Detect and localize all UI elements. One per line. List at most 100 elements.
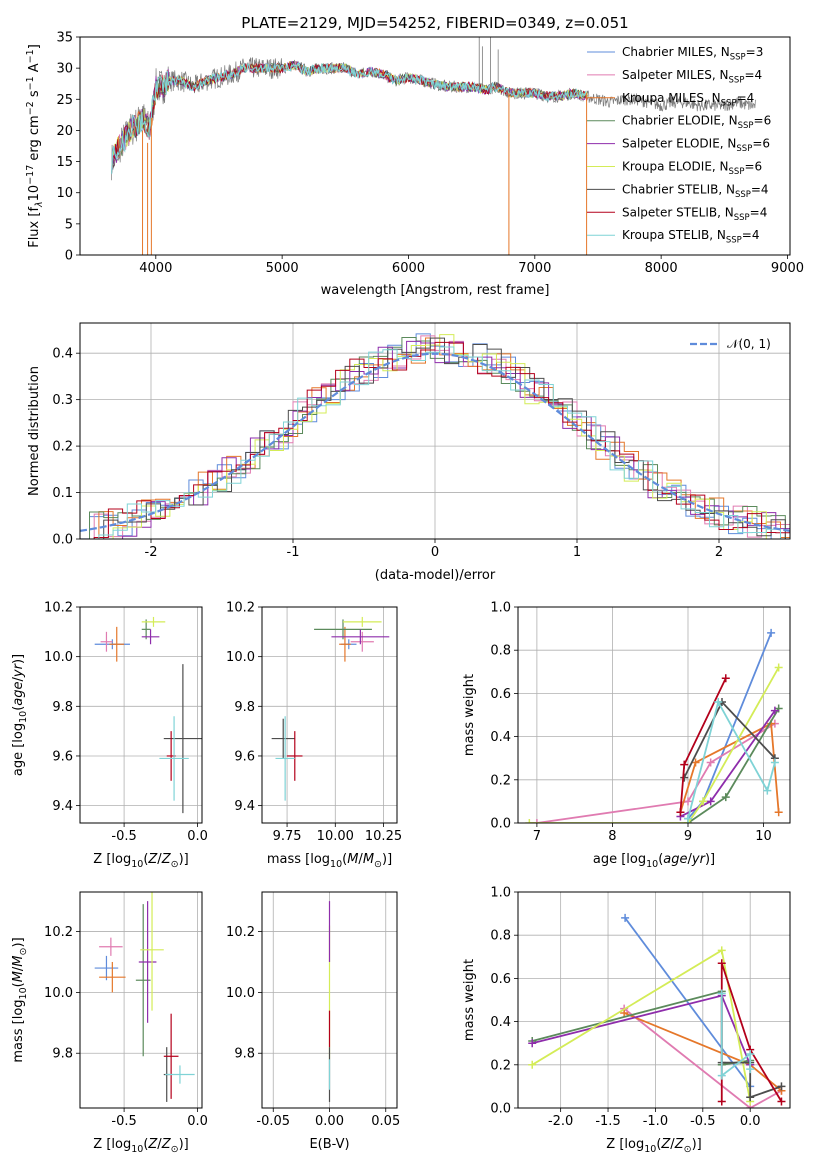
x-tick-label: -0.5	[111, 1114, 136, 1129]
y-tick-label: 0.4	[490, 1015, 511, 1030]
grid	[262, 606, 397, 823]
x-tick-label: -1.5	[595, 1114, 620, 1129]
errorbar-point	[138, 901, 157, 1023]
errorbar-point	[99, 961, 126, 993]
errorbar-point	[94, 955, 119, 981]
series-line	[680, 698, 779, 782]
y-tick-label: 0.2	[490, 1058, 511, 1073]
frame-group: -0.05 0.00 0.05 9.8 10.0 10.2 E(B-V)	[226, 891, 400, 1152]
x-tick-label: 2	[715, 545, 723, 560]
series-marker	[532, 819, 541, 823]
series-path	[623, 1007, 782, 1108]
y-tick-label: 0.2	[490, 773, 511, 788]
series-line	[525, 663, 783, 823]
x-tick-label: -1	[287, 545, 300, 560]
series-marker	[684, 814, 692, 823]
y-axis-label: mass [log10(M/M⊙)]	[11, 937, 29, 1062]
y-tick-label: 10.0	[226, 986, 255, 1001]
y-tick-label: 9.4	[52, 799, 73, 814]
errorbar-point	[141, 629, 160, 645]
plot-area	[528, 913, 786, 1108]
y-tick-label: 0.3	[52, 393, 73, 408]
axes-mass_vs_ebv: -0.05 0.00 0.05 9.8 10.0 10.2 E(B-V)	[226, 891, 400, 1152]
series-path	[531, 990, 751, 1066]
axes-frame	[79, 36, 791, 256]
y-tick-label: 0.8	[490, 929, 511, 944]
frame-group: 4000 5000 6000 7000 8000 9000 0 5 10 15 20 25 30 35 wa…	[25, 31, 804, 299]
series-marker	[721, 793, 730, 802]
histogram-steps	[80, 341, 790, 539]
axes-spectrum: 4000 5000 6000 7000 8000 9000 0 5 10 15 20 25 30 35 wa…	[25, 31, 804, 299]
axes-frame	[79, 891, 203, 1109]
series-line	[684, 628, 776, 823]
y-tick-label: 0.4	[490, 730, 511, 745]
axes-mass_vs_Z: -0.5 0.0 9.8 10.0 10.2 Z [log10(Z/Z⊙)] mass [l…	[11, 891, 208, 1155]
series-marker	[746, 1050, 755, 1058]
frame-group: 9.75 10.00 10.25 9.4 9.6 9.8 10.0 10.2 mass [log…	[226, 601, 402, 871]
errorbar-point	[159, 716, 189, 801]
plot-area	[94, 616, 202, 814]
errorbar-point	[141, 619, 151, 640]
series-marker	[767, 628, 776, 637]
y-tick-label: 10.2	[226, 925, 255, 940]
x-tick-label: 7	[533, 829, 541, 844]
x-tick-label: 0.05	[371, 1114, 400, 1129]
series-marker	[746, 1093, 755, 1102]
y-axis-label: mass weight	[462, 959, 477, 1041]
x-axis-label: Z [log10(Z/Z⊙)]	[93, 1137, 188, 1155]
x-tick-label: 8000	[645, 261, 678, 276]
errorbar-point	[165, 1065, 195, 1084]
y-tick-label: 0.4	[52, 347, 73, 362]
x-tick-label: 10.00	[317, 829, 354, 844]
series-marker	[676, 808, 685, 817]
y-tick-label: 30	[56, 62, 73, 77]
errorbar-point	[271, 718, 295, 759]
series-marker	[706, 797, 715, 806]
errorbar-point	[141, 616, 166, 627]
plot-area	[80, 333, 790, 539]
legend-entry: 𝒩(0, 1)	[727, 337, 771, 351]
series-marker	[621, 913, 630, 922]
y-tick-label: 0.0	[490, 817, 511, 832]
series-marker	[717, 989, 726, 998]
errorbar-point	[109, 626, 125, 662]
y-tick-label: 0.8	[490, 644, 511, 659]
series-line	[528, 991, 755, 1069]
errorbar-point	[331, 629, 390, 645]
y-tick-label: 35	[56, 31, 73, 46]
x-tick-label: 9000	[771, 261, 804, 276]
y-tick-label: 10.2	[44, 925, 73, 940]
errorbar-point	[343, 616, 382, 627]
series-marker	[721, 674, 730, 683]
chart-title: PLATE=2129, MJD=54252, FIBERID=0349, z=0…	[241, 14, 628, 32]
y-tick-label: 9.4	[234, 799, 255, 814]
series-marker	[528, 1060, 537, 1069]
x-tick-label: 0.0	[187, 829, 208, 844]
series-marker	[525, 819, 534, 823]
y-tick-label: 9.8	[52, 700, 73, 715]
legend-entry: Salpeter MILES, NSSP=4	[622, 68, 762, 86]
y-tick-label: 5	[65, 217, 73, 232]
errorbar-point	[275, 716, 295, 801]
frame-group: -0.5 0.0 9.8 10.0 10.2 Z [log10(Z/Z⊙)] mass [l…	[11, 891, 208, 1155]
spectrum-model-line	[111, 62, 589, 174]
frame-group: 7 8 9 10 0.0 0.2 0.4 0.6 0.8 1.0 age [log10(age/yr…	[462, 601, 791, 870]
y-tick-label: 10.0	[226, 650, 255, 665]
series-path	[721, 1061, 782, 1099]
series-line	[717, 989, 755, 1080]
errorbar-point	[135, 904, 151, 1057]
series-marker	[774, 808, 783, 817]
series-path	[720, 962, 783, 1102]
y-axis-label: mass weight	[462, 674, 477, 756]
series-marker	[699, 797, 708, 806]
x-tick-label: -0.5	[111, 829, 136, 844]
x-tick-label: -2	[145, 545, 158, 560]
axes-age_vs_Z: -0.5 0.0 9.4 9.6 9.8 10.0 10.2 Z [log10(Z/Z⊙)] a…	[11, 601, 208, 871]
y-tick-label: 0.0	[52, 533, 73, 548]
legend-entry: Kroupa ELODIE, NSSP=6	[622, 160, 762, 178]
series-marker	[770, 758, 779, 767]
x-tick-label: 5000	[266, 261, 299, 276]
grid	[518, 891, 790, 1109]
legend-entry: Salpeter ELODIE, NSSP=6	[622, 137, 770, 155]
